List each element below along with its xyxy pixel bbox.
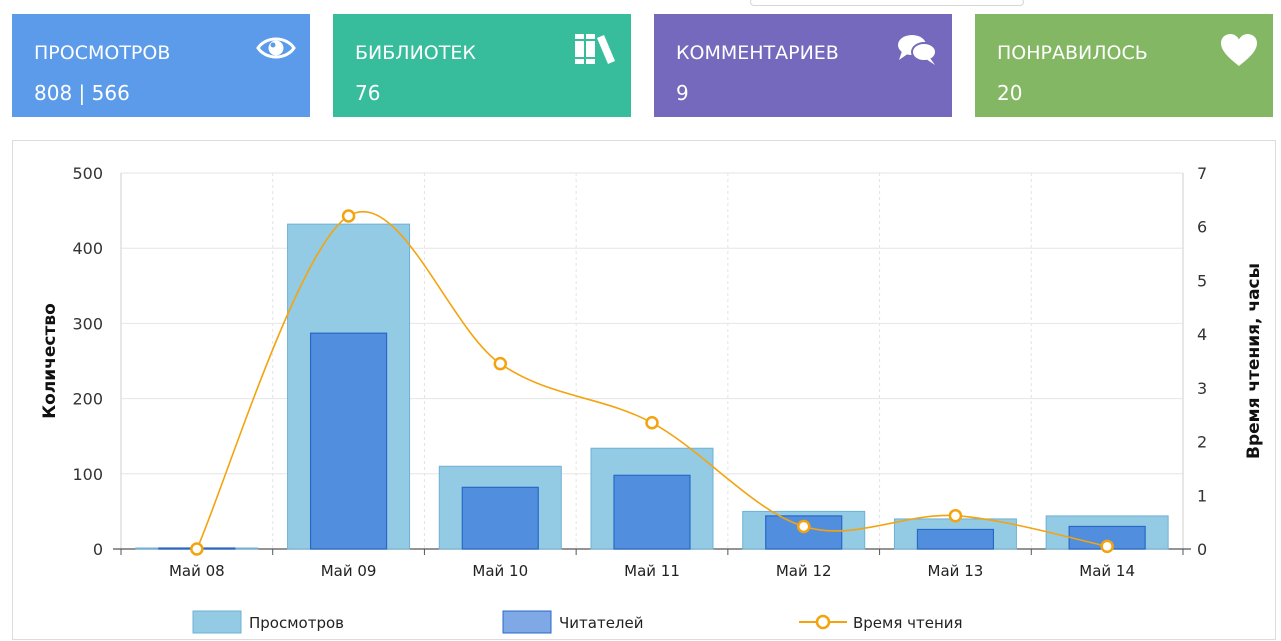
stat-value: 76	[355, 81, 381, 105]
point-reading-time	[796, 519, 811, 534]
x-tick-label: Май 11	[624, 562, 680, 580]
stat-value: 9	[676, 81, 689, 105]
bar-readers	[613, 474, 691, 550]
x-tick-label: Май 13	[928, 562, 984, 580]
y2-tick-label: 1	[1197, 486, 1207, 505]
y-tick-label: 0	[93, 540, 103, 559]
y2-axis-title: Время чтения, часы	[1244, 263, 1264, 459]
bar-readers	[916, 528, 995, 550]
bar-readers	[309, 332, 388, 550]
y2-tick-label: 0	[1197, 540, 1207, 559]
legend-swatch-readers	[502, 610, 552, 634]
y-axis-title: Количество	[40, 303, 60, 419]
y2-tick-label: 4	[1197, 325, 1207, 344]
legend-label-readers: Читателей	[559, 614, 644, 632]
legend-label-views: Просмотров	[249, 614, 344, 632]
point-reading-time	[645, 416, 659, 430]
y-tick-label: 400	[72, 239, 103, 258]
stat-label: КОММЕНТАРИЕВ	[676, 42, 839, 64]
stat-label: ПОНРАВИЛОСЬ	[997, 42, 1148, 64]
stat-label: БИБЛИОТЕК	[355, 42, 476, 64]
y2-tick-label: 2	[1197, 433, 1207, 452]
heart-icon	[1219, 32, 1259, 72]
chart-panel: 0 100 200 300 400 500 0 1 2 3 4 5 6 7 Май 08 Май 09 Май …	[12, 140, 1276, 640]
x-tick-label: Май 09	[321, 562, 377, 580]
y2-tick-label: 5	[1197, 271, 1207, 290]
books-icon	[573, 32, 617, 70]
x-tick-label: Май 14	[1079, 562, 1135, 580]
stat-card-comments: КОММЕНТАРИЕВ 9	[654, 14, 952, 117]
comments-icon	[896, 32, 938, 70]
y2-tick-label: 3	[1197, 379, 1207, 398]
stat-card-libraries: БИБЛИОТЕК 76	[333, 14, 631, 117]
legend-marker-time	[815, 614, 831, 630]
x-tick-label: Май 12	[776, 562, 832, 580]
eye-icon	[256, 32, 296, 68]
stat-value: 20	[997, 81, 1023, 105]
point-reading-time	[493, 356, 508, 371]
point-reading-time	[948, 508, 963, 523]
y-tick-label: 200	[72, 390, 103, 409]
combo-chart: 0 100 200 300 400 500 0 1 2 3 4 5 6 7 Май 08 Май 09 Май …	[40, 164, 1264, 634]
y2-tick-label: 6	[1197, 218, 1207, 237]
y2-tick-label: 7	[1197, 164, 1207, 183]
x-tick-label: Май 10	[472, 562, 528, 580]
x-tick-label: Май 08	[169, 562, 225, 580]
y-tick-label: 100	[72, 465, 103, 484]
bar-readers	[461, 486, 539, 550]
y-tick-label: 500	[72, 164, 103, 183]
point-reading-time	[1100, 539, 1114, 554]
legend-swatch-views	[192, 610, 242, 634]
stat-card-likes: ПОНРАВИЛОСЬ 20	[975, 14, 1273, 117]
legend-label-time: Время чтения	[853, 614, 963, 632]
line-reading-time	[196, 211, 1108, 550]
stat-card-views: ПРОСМОТРОВ 808 | 566	[12, 14, 310, 117]
y-tick-label: 300	[72, 314, 103, 333]
stat-label: ПРОСМОТРОВ	[34, 42, 171, 64]
point-reading-time	[341, 209, 356, 223]
stat-value: 808 | 566	[34, 81, 130, 105]
point-reading-time	[190, 542, 204, 556]
search-box-edge[interactable]	[750, 0, 1024, 6]
